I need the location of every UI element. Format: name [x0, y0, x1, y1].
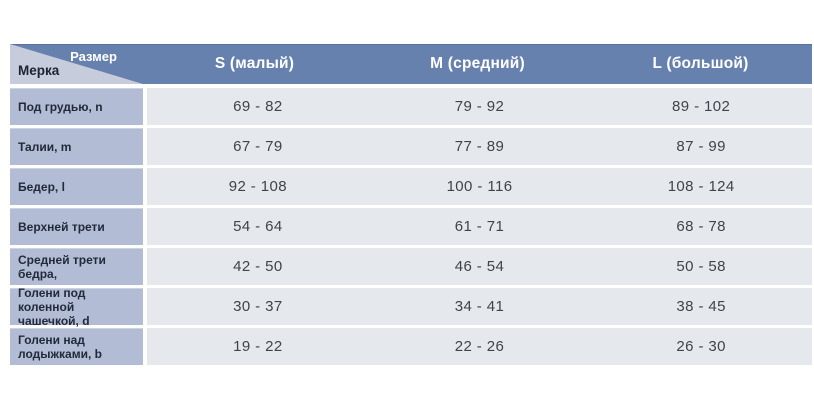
size-chart-table: Размер Мерка S (малый) M (средний) L (бо…	[10, 44, 812, 368]
cell-value: 22 - 26	[454, 338, 505, 355]
corner-header-cell: Размер Мерка	[10, 44, 143, 84]
cell-value: 34 - 41	[454, 298, 505, 315]
cell-value: 42 - 50	[233, 258, 283, 275]
table-row: Голени над лодыжками, b 19 - 22 22 - 26 …	[10, 328, 812, 365]
cell-value: 68 - 78	[676, 218, 726, 235]
row-values: 54 - 64 61 - 71 68 - 78	[147, 208, 812, 245]
table-row: Бедер, l 92 - 108 100 - 116 108 - 124	[10, 168, 812, 205]
column-header-s: S (малый)	[214, 55, 295, 72]
row-label: Бедер, l	[10, 168, 143, 205]
table-header-row: Размер Мерка S (малый) M (средний) L (бо…	[10, 44, 812, 84]
table-row: Голени под коленной чашечкой, d 30 - 37 …	[10, 286, 812, 328]
cell-value: 54 - 64	[233, 218, 283, 235]
cell-value: 87 - 99	[676, 138, 726, 155]
cell-value: 67 - 79	[233, 138, 283, 155]
row-label: Талии, m	[10, 128, 143, 165]
cell-value: 100 - 116	[446, 178, 513, 195]
row-label: Под грудью, n	[10, 88, 143, 125]
cell-value: 61 - 71	[454, 218, 505, 235]
row-values: 19 - 22 22 - 26 26 - 30	[147, 328, 812, 365]
cell-value: 30 - 37	[233, 298, 283, 315]
cell-value: 19 - 22	[233, 338, 283, 355]
cell-value: 108 - 124	[667, 178, 735, 195]
column-header-l: L (большой)	[652, 55, 749, 72]
row-values: 42 - 50 46 - 54 50 - 58	[147, 248, 812, 285]
table-row: Средней трети бедра, 42 - 50 46 - 54 50 …	[10, 248, 812, 285]
size-column-headers: S (малый) M (средний) L (большой)	[143, 44, 812, 84]
cell-value: 79 - 92	[454, 98, 505, 115]
row-values: 30 - 37 34 - 41 38 - 45	[147, 288, 812, 325]
table-row: Талии, m 67 - 79 77 - 89 87 - 99	[10, 128, 812, 165]
column-header-m: M (средний)	[430, 55, 525, 72]
row-label: Верхней трети	[10, 208, 143, 245]
table-row: Верхней трети 54 - 64 61 - 71 68 - 78	[10, 208, 812, 245]
cell-value: 46 - 54	[454, 258, 505, 275]
cell-value: 69 - 82	[233, 98, 283, 115]
corner-merka-label: Мерка	[18, 63, 60, 78]
cell-value: 92 - 108	[228, 178, 287, 195]
table-row: Под грудью, n 69 - 82 79 - 92 89 - 102	[10, 88, 812, 125]
row-label: Голени над лодыжками, b	[10, 328, 143, 365]
row-values: 92 - 108 100 - 116 108 - 124	[147, 168, 812, 205]
cell-value: 38 - 45	[676, 298, 726, 315]
row-label: Голени под коленной чашечкой, d	[10, 286, 143, 328]
cell-value: 89 - 102	[672, 98, 731, 115]
cell-value: 50 - 58	[676, 258, 726, 275]
row-values: 67 - 79 77 - 89 87 - 99	[147, 128, 812, 165]
corner-size-label: Размер	[70, 49, 117, 64]
cell-value: 26 - 30	[676, 338, 726, 355]
row-values: 69 - 82 79 - 92 89 - 102	[147, 88, 812, 125]
cell-value: 77 - 89	[454, 138, 505, 155]
row-label: Средней трети бедра,	[10, 248, 143, 285]
